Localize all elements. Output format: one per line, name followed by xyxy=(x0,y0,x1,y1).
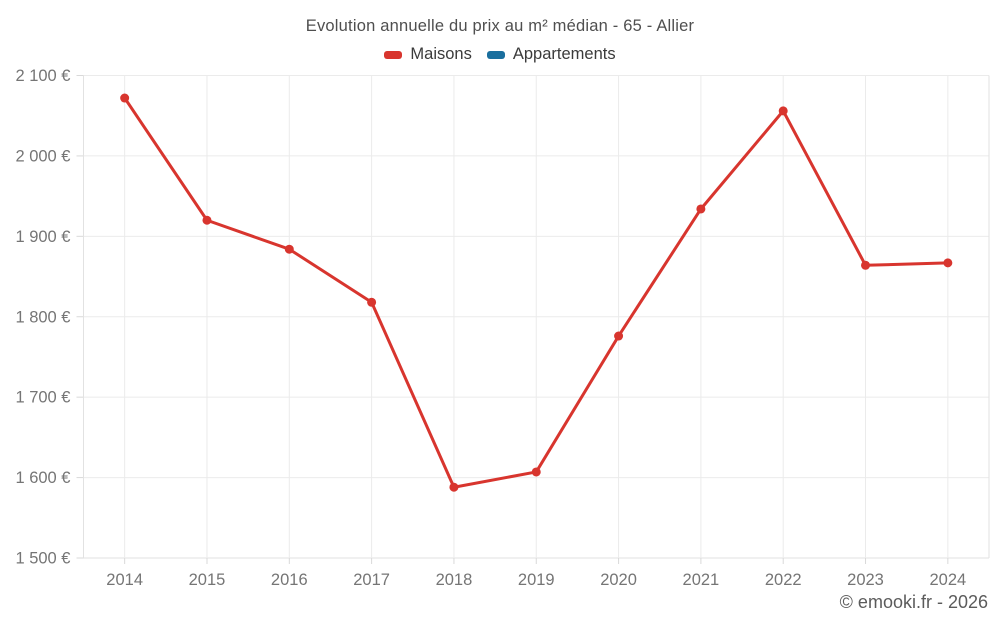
data-point-maisons-2014[interactable] xyxy=(120,93,130,103)
data-point-maisons-2023[interactable] xyxy=(861,260,871,270)
x-axis-label: 2019 xyxy=(518,571,555,589)
data-point-maisons-2016[interactable] xyxy=(284,244,294,254)
data-point-maisons-2020[interactable] xyxy=(614,331,624,341)
data-point-maisons-2017[interactable] xyxy=(367,297,377,307)
legend-item-maisons[interactable]: Maisons xyxy=(384,45,472,64)
y-axis-label: 1 900 € xyxy=(15,228,70,246)
x-axis-label: 2021 xyxy=(683,571,720,589)
y-axis-label: 1 600 € xyxy=(15,469,70,487)
chart-title: Evolution annuelle du prix au m² médian … xyxy=(305,17,695,35)
attribution-text: © emooki.fr - 2026 xyxy=(839,592,988,612)
data-point-maisons-2015[interactable] xyxy=(202,215,212,225)
x-axis-label: 2023 xyxy=(847,571,884,589)
y-axis-label: 1 700 € xyxy=(15,389,70,407)
data-point-maisons-2024[interactable] xyxy=(943,258,953,268)
data-point-maisons-2019[interactable] xyxy=(531,467,541,477)
x-axis-label: 2024 xyxy=(929,571,966,589)
y-axis-label: 1 500 € xyxy=(15,550,70,568)
y-axis-label: 2 100 € xyxy=(15,67,70,85)
x-axis-label: 2014 xyxy=(106,571,143,589)
legend-swatch-icon xyxy=(486,50,505,59)
data-point-maisons-2021[interactable] xyxy=(696,204,706,214)
x-axis-label: 2018 xyxy=(436,571,473,589)
legend-label: Appartements xyxy=(512,45,616,63)
chart-legend: Maisons Appartements xyxy=(0,45,1000,64)
y-axis-label: 1 800 € xyxy=(15,308,70,326)
data-point-maisons-2022[interactable] xyxy=(778,106,788,116)
legend-label: Maisons xyxy=(410,45,472,63)
x-axis-label: 2015 xyxy=(189,571,226,589)
data-point-maisons-2018[interactable] xyxy=(449,482,459,492)
x-axis-label: 2016 xyxy=(271,571,308,589)
x-axis-label: 2017 xyxy=(353,571,390,589)
x-axis-label: 2020 xyxy=(600,571,637,589)
y-axis-label: 2 000 € xyxy=(15,147,70,165)
x-axis-label: 2022 xyxy=(765,571,802,589)
legend-swatch-icon xyxy=(384,50,403,59)
legend-item-appartements[interactable]: Appartements xyxy=(486,45,616,64)
